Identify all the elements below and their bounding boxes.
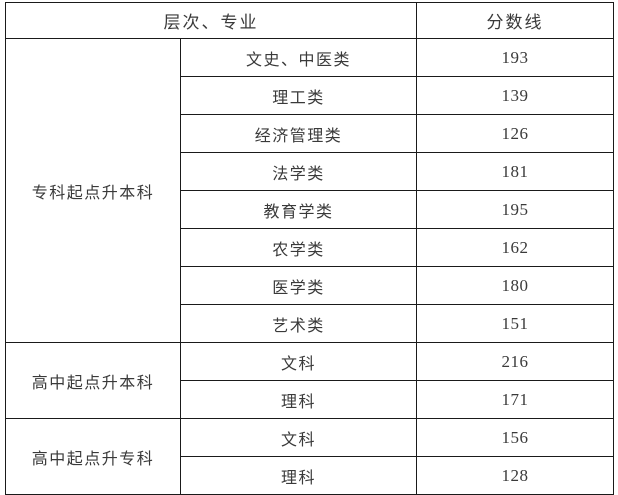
score-cell: 195: [416, 190, 614, 229]
major-cell: 理工类: [180, 76, 417, 115]
header-cell-score-line: 分数线: [416, 2, 614, 39]
score-cell: 156: [416, 418, 614, 457]
level-cell: 高中起点升本科: [5, 342, 181, 419]
header-cell-category: 层次、专业: [5, 2, 417, 39]
table-header-row: 层次、专业 分数线: [5, 2, 614, 39]
score-cell: 180: [416, 266, 614, 305]
table-row: 法学类 181: [6, 152, 614, 191]
major-cell: 艺术类: [180, 304, 417, 343]
level-cell: 高中起点升专科: [5, 418, 181, 495]
major-cell: 法学类: [180, 152, 417, 191]
major-cell: 文史、中医类: [180, 38, 417, 77]
major-cell: 教育学类: [180, 190, 417, 229]
major-cell: 理科: [180, 380, 417, 419]
score-cell: 162: [416, 228, 614, 267]
major-cell: 文科: [180, 418, 417, 457]
major-cell: 文科: [180, 342, 417, 381]
table-row: 教育学类 195: [6, 190, 614, 229]
major-cell: 农学类: [180, 228, 417, 267]
table-row: 医学类 180: [6, 266, 614, 305]
table-row: 农学类 162: [6, 228, 614, 267]
score-cell: 216: [416, 342, 614, 381]
admission-score-line-table: 层次、专业 分数线 专科起点升本科 文史、中医类 193 理工类 139 经济管理类 126…: [5, 2, 614, 495]
major-cell: 经济管理类: [180, 114, 417, 153]
score-cell: 171: [416, 380, 614, 419]
table-row: 专科起点升本科 文史、中医类 193: [5, 38, 614, 343]
major-cell: 理科: [180, 456, 417, 495]
score-line-table-container: 层次、专业 分数线 专科起点升本科 文史、中医类 193 理工类 139 经济管理类 126…: [5, 2, 614, 495]
table-row: 艺术类 151: [6, 304, 614, 343]
score-cell: 181: [416, 152, 614, 191]
score-cell: 193: [416, 38, 614, 77]
table-body: 层次、专业 分数线 专科起点升本科 文史、中医类 193 理工类 139 经济管理类 126…: [5, 2, 614, 495]
score-cell: 128: [416, 456, 614, 495]
score-cell: 151: [416, 304, 614, 343]
table-row: 高中起点升本科 文科 216: [5, 342, 614, 419]
major-cell: 医学类: [180, 266, 417, 305]
level-cell: 专科起点升本科: [5, 38, 181, 343]
table-row: 理科 171: [6, 380, 614, 419]
table-row: 理工类 139: [6, 76, 614, 115]
score-cell: 139: [416, 76, 614, 115]
score-cell: 126: [416, 114, 614, 153]
table-row: 高中起点升专科 文科 156: [5, 418, 614, 495]
